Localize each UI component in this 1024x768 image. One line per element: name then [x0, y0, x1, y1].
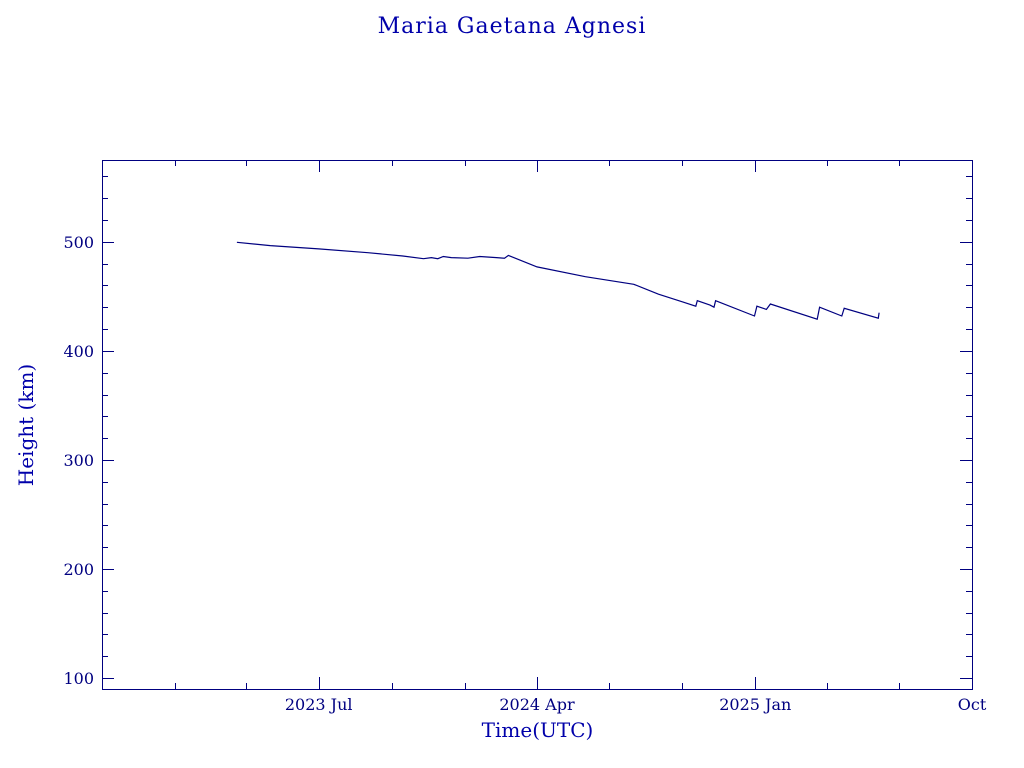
y-tick-label: 200 — [63, 560, 94, 579]
y-tick-label: 100 — [63, 669, 94, 688]
y-tick-label: 400 — [63, 342, 94, 361]
x-tick-label: Oct — [958, 695, 987, 714]
y-tick-label: 500 — [63, 233, 94, 252]
y-tick-label: 300 — [63, 451, 94, 470]
tick-labels: 100 200 300 400 500 2023 Jul 2024 Apr 2025 Jan O… — [63, 233, 986, 714]
height-series-line — [236, 241, 880, 320]
plot-frame — [102, 160, 973, 690]
x-tick-label: 2024 Apr — [499, 695, 575, 714]
chart-title: Maria Gaetana Agnesi — [377, 14, 647, 39]
x-axis-label: Time(UTC) — [481, 718, 594, 742]
axis-ticks — [102, 160, 973, 689]
x-tick-label: 2025 Jan — [719, 695, 791, 714]
series-lines — [236, 241, 880, 320]
x-tick-label: 2023 Jul — [285, 695, 353, 714]
